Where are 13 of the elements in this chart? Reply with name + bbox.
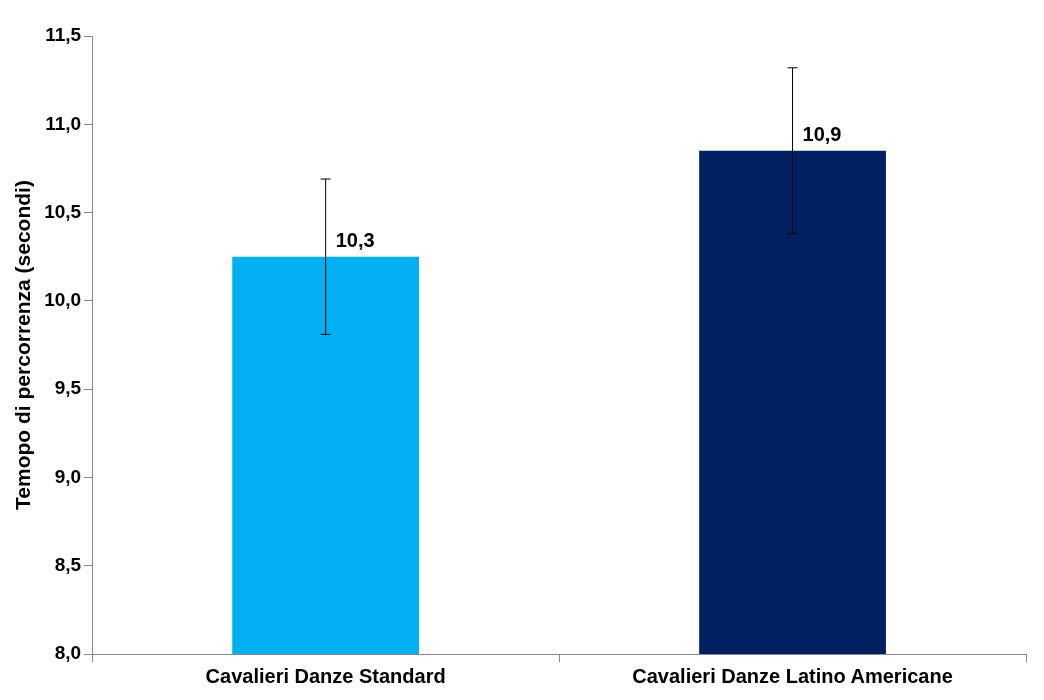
y-tick-label: 10,0 <box>44 289 82 311</box>
y-tick-label: 11,0 <box>45 112 82 134</box>
x-tick-label: Cavalieri Danze Standard <box>205 664 446 687</box>
data-label: 10,3 <box>335 229 375 252</box>
x-tick-label: Cavalieri Danze Latino Americane <box>632 664 953 687</box>
y-tick-label: 8,5 <box>54 553 82 575</box>
data-label: 10,9 <box>802 123 842 146</box>
y-tick-label: 8,0 <box>54 642 82 664</box>
y-axis-title: Temopo di percorrenza (secondi) <box>11 180 35 510</box>
y-tick-label: 9,0 <box>54 465 82 487</box>
y-tick-label: 9,5 <box>54 377 82 399</box>
y-tick-label: 11,5 <box>45 24 82 46</box>
y-tick-label: 10,5 <box>44 200 82 222</box>
